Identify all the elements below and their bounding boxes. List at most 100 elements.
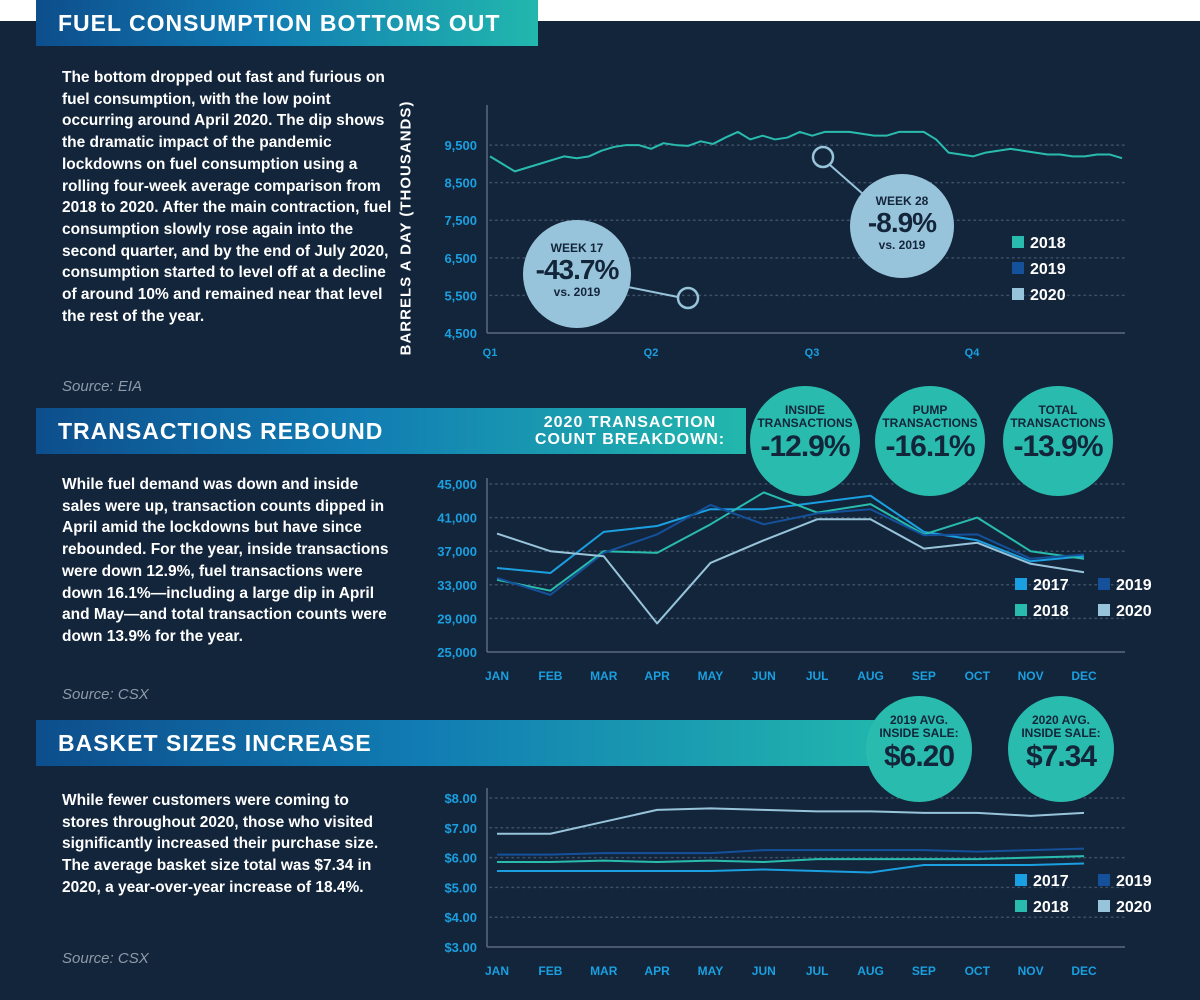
basket-x-tick-label: SEP	[912, 964, 936, 978]
basket-x-tick-label: JAN	[485, 964, 509, 978]
transactions-y-tick-label: 33,000	[437, 578, 477, 593]
transactions-x-tick-label: NOV	[1018, 669, 1044, 683]
transactions-x-tick-label: DEC	[1071, 669, 1097, 683]
avg-sale-2020-bubble: 2020 AVG. INSIDE SALE: $7.34	[1008, 696, 1114, 802]
fuel-legend-label-2020: 2020	[1030, 287, 1066, 304]
transactions-x-tick-label: MAR	[590, 669, 618, 683]
fuel-y-tick-label: 4,500	[444, 326, 477, 341]
fuel-x-tick-label: Q4	[965, 347, 981, 359]
basket-legend-label-2017: 2017	[1033, 873, 1069, 890]
basket-x-tick-label: JUN	[752, 964, 776, 978]
basket-x-tick-label: NOV	[1018, 964, 1044, 978]
transactions-legend-label-2019: 2019	[1116, 577, 1152, 594]
basket-x-tick-label: AUG	[857, 964, 884, 978]
section-source-transactions: Source: CSX	[62, 686, 149, 703]
transactions-legend-swatch-2018	[1015, 604, 1027, 616]
fuel-y-tick-label: 8,500	[444, 176, 477, 191]
section-title-transactions: TRANSACTIONS REBOUND	[58, 418, 384, 444]
basket-legend-swatch-2019	[1098, 874, 1110, 886]
section-body-transactions: While fuel demand was down and inside sa…	[62, 476, 389, 645]
fuel-series-2018	[489, 130, 1123, 173]
basket-y-tick-label: $4.00	[444, 910, 477, 925]
fuel-x-tick-label: Q3	[805, 347, 820, 359]
transactions-legend-swatch-2019	[1098, 578, 1110, 590]
basket-x-tick-label: OCT	[965, 964, 991, 978]
basket-legend-swatch-2018	[1015, 900, 1027, 912]
transactions-series-2017	[496, 494, 1085, 575]
section-title-basket: BASKET SIZES INCREASE	[58, 730, 372, 756]
fuel-y-tick-label: 7,500	[444, 213, 477, 228]
breakdown-total-bubble: TOTAL TRANSACTIONS -13.9%	[1003, 386, 1113, 496]
transactions-x-tick-label: SEP	[912, 669, 936, 683]
callout-week17-vs: vs. 2019	[553, 285, 601, 299]
transactions-x-tick-label: OCT	[965, 669, 991, 683]
basket-legend-swatch-2017	[1015, 874, 1027, 886]
basket-legend-label-2020: 2020	[1116, 899, 1152, 916]
fuel-y-tick-label: 9,500	[444, 138, 477, 153]
basket-x-tick-label: MAR	[590, 964, 618, 978]
transactions-y-tick-label: 29,000	[437, 611, 477, 626]
callout-week17: WEEK 17 -43.7% vs. 2019	[523, 220, 631, 328]
basket-series-2017	[497, 862, 1085, 874]
callout-week17-connector	[627, 286, 679, 298]
basket-y-tick-label: $6.00	[444, 851, 477, 866]
transactions-series-2020	[496, 518, 1085, 625]
transactions-y-tick-label: 45,000	[437, 477, 477, 492]
section-source-basket: Source: CSX	[62, 950, 149, 967]
callout-week17-marker	[676, 286, 700, 310]
basket-y-tick-label: $3.00	[444, 940, 477, 955]
basket-series-2019	[497, 847, 1085, 856]
basket-series-2020	[497, 807, 1085, 835]
transactions-x-tick-label: JUL	[806, 669, 829, 683]
fuel-legend-swatch-2019	[1012, 262, 1024, 274]
transactions-legend-swatch-2020	[1098, 604, 1110, 616]
basket-legend-label-2019: 2019	[1116, 873, 1152, 890]
basket-x-tick-label: FEB	[538, 964, 562, 978]
transactions-x-tick-label: JUN	[752, 669, 776, 683]
transactions-x-tick-label: AUG	[857, 669, 884, 683]
fuel-legend-swatch-2020	[1012, 288, 1024, 300]
transactions-x-tick-label: MAY	[698, 669, 724, 683]
callout-week28: WEEK 28 -8.9% vs. 2019	[850, 174, 954, 278]
fuel-y-tick-label: 6,500	[444, 251, 477, 266]
fuel-y-tick-label: 5,500	[444, 288, 477, 303]
basket-y-tick-label: $7.00	[444, 821, 477, 836]
transactions-legend-label-2020: 2020	[1116, 603, 1152, 620]
transactions-series-2019	[496, 504, 1085, 596]
transactions-x-tick-label: FEB	[538, 669, 562, 683]
basket-series-2018	[497, 855, 1085, 864]
fuel-x-tick-label: Q2	[644, 347, 659, 359]
basket-x-tick-label: JUL	[806, 964, 829, 978]
basket-x-tick-label: APR	[644, 964, 670, 978]
basket-legend-label-2018: 2018	[1033, 899, 1069, 916]
transactions-y-tick-label: 37,000	[437, 544, 477, 559]
transactions-legend-label-2018: 2018	[1033, 603, 1069, 620]
transactions-legend-label-2017: 2017	[1033, 577, 1069, 594]
transactions-legend-swatch-2017	[1015, 578, 1027, 590]
callout-week28-vs: vs. 2019	[878, 238, 926, 252]
fuel-legend-label-2019: 2019	[1030, 261, 1066, 278]
transactions-y-tick-label: 41,000	[437, 511, 477, 526]
section-body-fuel: The bottom dropped out fast and furious …	[62, 69, 392, 325]
avg-sale-2019-bubble: 2019 AVG. INSIDE SALE: $6.20	[866, 696, 972, 802]
breakdown-inside-bubble: INSIDE TRANSACTIONS -12.9%	[750, 386, 860, 496]
section-body-basket: While fewer customers were coming to sto…	[62, 792, 379, 896]
basket-x-tick-label: MAY	[698, 964, 724, 978]
transactions-series-2018	[496, 491, 1085, 592]
basket-y-tick-label: $5.00	[444, 880, 477, 895]
section-banner-transactions: TRANSACTIONS REBOUND	[36, 408, 746, 454]
callout-week28-value: -8.9%	[867, 207, 937, 238]
callout-week28-marker	[811, 145, 835, 169]
transactions-x-tick-label: APR	[644, 669, 670, 683]
section-title-fuel: FUEL CONSUMPTION BOTTOMS OUT	[58, 10, 501, 36]
fuel-legend-label-2018: 2018	[1030, 235, 1066, 252]
basket-x-tick-label: DEC	[1071, 964, 1097, 978]
basket-legend-swatch-2020	[1098, 900, 1110, 912]
callout-week17-week: WEEK 17	[550, 241, 604, 255]
section-banner-basket: BASKET SIZES INCREASE	[36, 720, 896, 766]
breakdown-pump-bubble: PUMP TRANSACTIONS -16.1%	[875, 386, 985, 496]
section-source-fuel: Source: EIA	[62, 378, 143, 395]
section-banner-fuel: FUEL CONSUMPTION BOTTOMS OUT	[36, 0, 538, 46]
